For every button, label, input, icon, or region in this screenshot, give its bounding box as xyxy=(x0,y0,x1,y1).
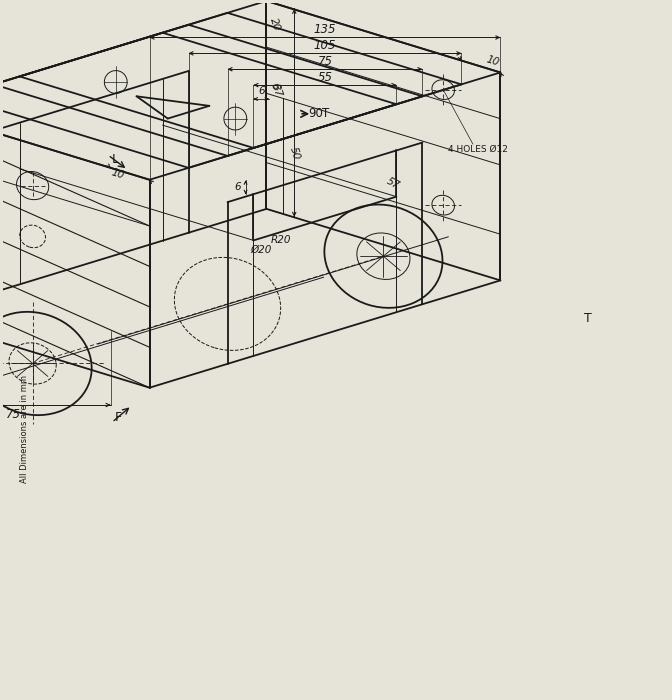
Text: 10: 10 xyxy=(110,167,126,181)
Text: T: T xyxy=(584,312,592,325)
Text: T: T xyxy=(323,107,330,120)
Text: F: F xyxy=(114,411,122,424)
Text: 105: 105 xyxy=(314,39,336,52)
Text: Ø20: Ø20 xyxy=(251,245,272,255)
Text: 50: 50 xyxy=(288,146,302,161)
Text: 37: 37 xyxy=(269,82,283,98)
Text: 10: 10 xyxy=(485,55,501,69)
Text: 20: 20 xyxy=(267,16,281,32)
Text: 57: 57 xyxy=(385,176,402,191)
Text: 55: 55 xyxy=(317,71,333,84)
Text: 6: 6 xyxy=(235,182,241,192)
Text: 90: 90 xyxy=(308,107,323,120)
Text: 6: 6 xyxy=(258,86,265,96)
Text: 6: 6 xyxy=(269,82,280,91)
Text: 4 HOLES Ø12: 4 HOLES Ø12 xyxy=(448,145,508,154)
Text: R20: R20 xyxy=(271,235,292,245)
Text: L: L xyxy=(112,153,118,167)
Text: 75: 75 xyxy=(5,408,21,421)
Text: 75: 75 xyxy=(317,55,333,68)
Text: 135: 135 xyxy=(314,23,336,36)
Text: All Dimensions are in mm: All Dimensions are in mm xyxy=(20,375,29,484)
